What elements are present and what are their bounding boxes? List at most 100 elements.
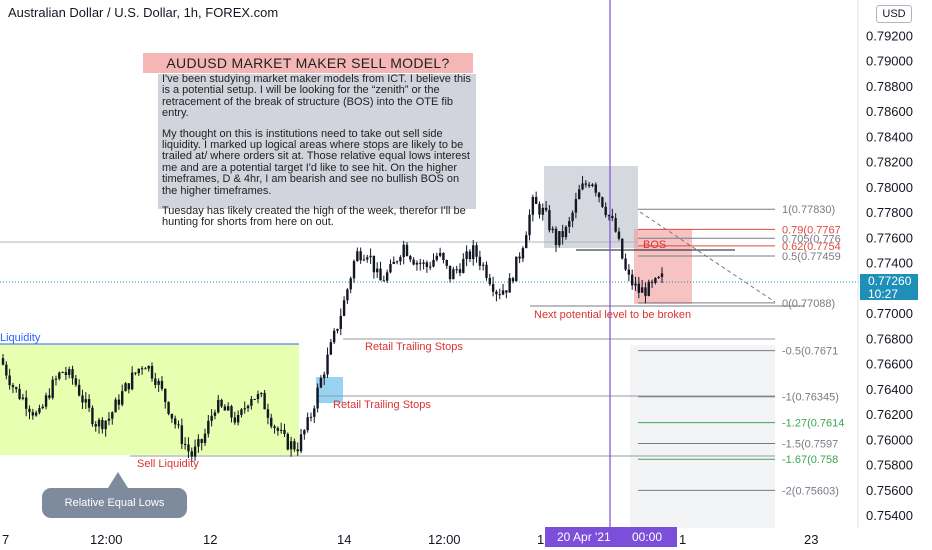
candle-body — [462, 258, 465, 273]
candle-body — [197, 439, 200, 447]
candle-body — [621, 238, 624, 259]
candle-body — [458, 269, 462, 273]
candle-body — [15, 387, 18, 389]
candles — [1, 175, 664, 462]
candle-body — [167, 401, 170, 414]
candle-body — [147, 365, 150, 369]
candle-body — [419, 262, 422, 264]
candle-body — [332, 330, 336, 343]
candle-body — [11, 385, 15, 388]
candle-body — [472, 245, 475, 260]
fib-label: 0(0.77088) — [782, 298, 835, 310]
candle-body — [127, 383, 131, 390]
candle-body — [313, 408, 316, 417]
candle-body — [207, 420, 210, 434]
candle-body — [18, 388, 21, 399]
candle-body — [581, 183, 584, 190]
candle-body — [657, 276, 660, 278]
annotations: Liquidity Sell Liquidity Retail Trailing S… — [0, 239, 691, 470]
candle-body — [210, 415, 213, 421]
candle-body — [180, 425, 184, 445]
candle-body — [525, 235, 528, 249]
candle-body — [425, 262, 429, 267]
candle-body — [170, 413, 174, 419]
candle-body — [329, 342, 333, 355]
candle-body — [488, 277, 491, 285]
candle-body — [48, 395, 51, 398]
y-tick-label: 0.76400 — [866, 382, 913, 397]
candle-body — [561, 231, 564, 238]
candle-body — [114, 399, 117, 413]
candle-body — [28, 408, 31, 413]
candle-body — [243, 408, 246, 410]
crosshair-time: 00:00 — [632, 530, 663, 544]
y-tick-label: 0.78200 — [866, 155, 913, 170]
y-tick-label: 0.75400 — [866, 508, 913, 523]
candle-body — [468, 251, 472, 260]
candle-body — [134, 372, 137, 374]
candle-body — [273, 426, 276, 429]
candle-body — [154, 378, 157, 385]
fib-levels: 1(0.77830) 0.79(0.77670.705(0.7760.62(0.7… — [638, 204, 844, 497]
candle-body — [617, 231, 621, 239]
candle-body — [448, 265, 452, 280]
currency-selector[interactable]: USD — [876, 5, 912, 23]
candle-body — [5, 364, 8, 376]
fib-label: 0.62(0.7754 — [782, 241, 841, 253]
candle-body — [339, 315, 342, 329]
candle-body — [511, 278, 515, 282]
candle-body — [226, 406, 230, 411]
callout-pointer — [108, 472, 128, 488]
candle-body — [518, 256, 521, 259]
candle-body — [402, 244, 405, 258]
candle-body — [319, 378, 323, 388]
y-tick-label: 0.76200 — [866, 407, 913, 422]
candle-body — [435, 255, 439, 260]
candle-body — [137, 368, 140, 374]
candle-body — [286, 433, 289, 450]
bar-countdown: 10:27 — [868, 286, 899, 301]
x-tick-label: 7 — [2, 532, 9, 547]
candle-body — [203, 433, 207, 443]
fib-label: -1.5(0.7597 — [782, 439, 838, 451]
candle-body — [253, 399, 256, 401]
candle-body — [68, 369, 71, 375]
candle-body — [574, 199, 578, 213]
candle-body — [637, 283, 641, 293]
note-paragraph-3: Tuesday has likely created the high of t… — [162, 205, 466, 229]
candle-body — [584, 183, 588, 185]
candle-body — [124, 383, 127, 392]
candle-body — [174, 418, 177, 425]
candle-body — [395, 261, 399, 263]
candle-body — [442, 253, 445, 261]
fib-label: 0.5(0.77459 — [782, 251, 841, 263]
y-tick-label: 0.77000 — [866, 306, 913, 321]
candle-body — [220, 399, 223, 407]
candle-body — [538, 203, 541, 215]
candle-body — [495, 291, 498, 295]
candle-body — [74, 378, 78, 385]
candle-body — [346, 289, 349, 301]
candle-body — [51, 379, 54, 398]
candle-body — [485, 264, 488, 278]
y-tick-label: 0.78400 — [866, 129, 913, 144]
candle-body — [41, 406, 44, 409]
candle-body — [601, 197, 604, 207]
fib-label: -0.5(0.7671 — [782, 346, 838, 358]
candle-body — [160, 380, 164, 389]
candle-body — [54, 378, 58, 380]
fib-label: -1.27(0.7614 — [782, 418, 844, 430]
annotation-sell-liquidity: Sell Liquidity — [137, 458, 199, 470]
candle-body — [392, 261, 395, 264]
x-tick-label: 23 — [804, 532, 818, 547]
crosshair-date: 20 Apr '21 — [557, 530, 611, 544]
x-tick-label: 12:00 — [428, 532, 461, 547]
candle-body — [81, 395, 84, 403]
candle-body — [144, 368, 147, 370]
candle-body — [71, 369, 74, 379]
candle-body — [452, 269, 455, 280]
candle-body — [551, 228, 554, 231]
candle-body — [296, 449, 299, 452]
candle-body — [531, 196, 535, 215]
candle-body — [230, 406, 233, 418]
